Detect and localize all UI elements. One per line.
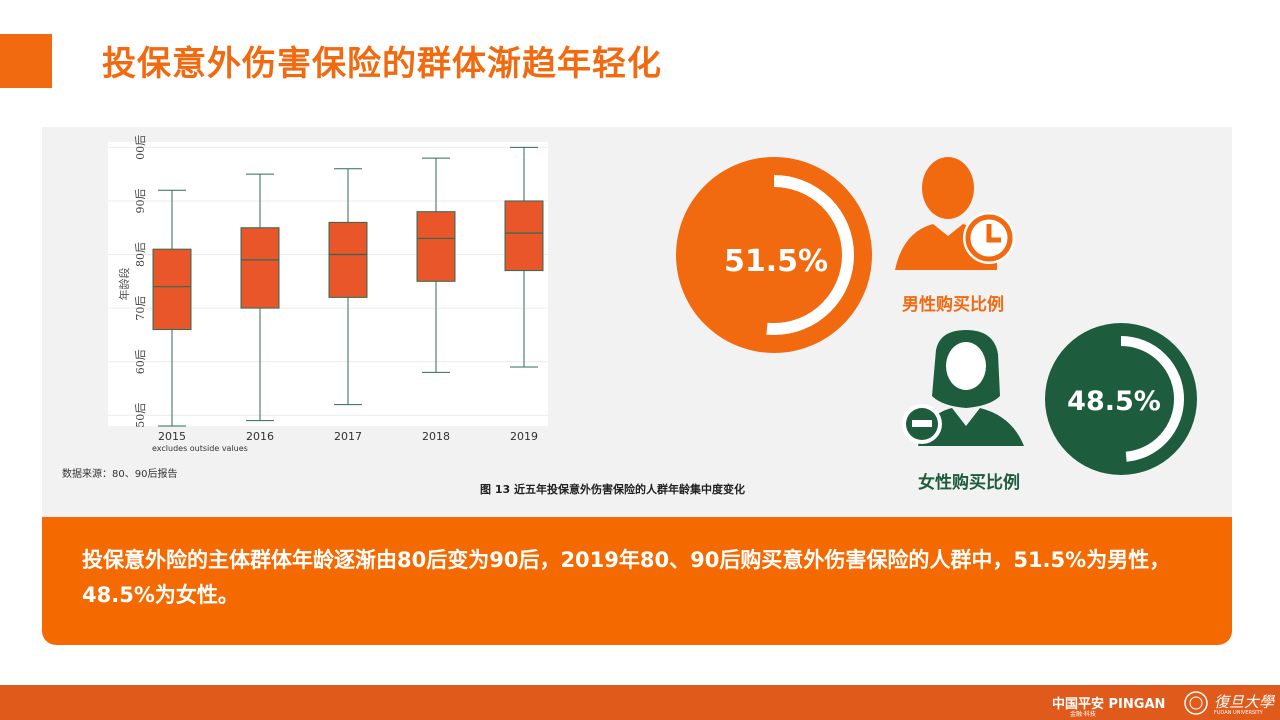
male-ratio-donut: 51.5% — [676, 157, 872, 353]
fudan-logo: 復旦大學 — [1214, 693, 1275, 711]
page-title: 投保意外伤害保险的群体渐趋年轻化 — [102, 44, 662, 84]
y-tick-label: 60后 — [134, 349, 147, 374]
y-tick-label: 90后 — [134, 188, 147, 213]
female-percent: 48.5% — [1067, 386, 1161, 417]
y-tick-label: 00后 — [134, 135, 147, 160]
y-tick-labels: 50后 60后 70后 80后 90后 00后 — [134, 135, 147, 428]
summary-text: 投保意外险的主体群体年龄逐渐由80后变为90后，2019年80、90后购买意外伤… — [82, 548, 1171, 607]
y-tick-label: 80后 — [134, 242, 147, 267]
male-percent: 51.5% — [724, 244, 828, 279]
figure-caption: 图 13 近五年投保意外伤害保险的人群年龄集中度变化 — [480, 483, 745, 496]
pingan-logo: 中国平安 PINGAN — [1052, 697, 1166, 712]
y-tick-label: 50后 — [134, 403, 147, 428]
male-person-clock-icon — [895, 157, 1015, 270]
x-tick-label: 2016 — [246, 430, 274, 443]
x-tick-label: 2019 — [510, 430, 538, 443]
summary-banner: 投保意外险的主体群体年龄逐渐由80后变为90后，2019年80、90后购买意外伤… — [42, 517, 1232, 645]
male-ratio-label: 男性购买比例 — [902, 295, 1004, 315]
iqr-box — [240, 227, 280, 309]
title-accent-block — [0, 34, 52, 88]
box-2018 — [416, 157, 456, 373]
footer-bar: 中国平安 PINGAN 金融·科技 復旦大學 FUDAN UNIVERSITY — [0, 685, 1280, 720]
gridlines — [108, 146, 548, 416]
male-ratio-arc — [694, 175, 854, 335]
female-ratio-donut: 48.5% — [1045, 323, 1197, 475]
female-ratio-arc — [1058, 336, 1184, 462]
iqr-box — [152, 248, 192, 331]
box-2015 — [152, 189, 192, 427]
y-axis-label: 年龄段 — [117, 268, 131, 301]
box-2019 — [504, 146, 544, 368]
boxes — [152, 146, 544, 427]
x-tick-label: 2018 — [422, 430, 450, 443]
iqr-box — [328, 221, 368, 298]
chart-note: excludes outside values — [152, 444, 248, 453]
x-tick-label: 2017 — [334, 430, 362, 443]
x-tick-label: 2015 — [158, 430, 186, 443]
box-2017 — [328, 168, 368, 406]
pingan-logo-subtitle: 金融·科技 — [1070, 711, 1096, 718]
y-tick-label: 70后 — [134, 296, 147, 321]
female-ratio-label: 女性购买比例 — [918, 473, 1020, 493]
x-tick-labels: 2015 2016 2017 2018 2019 — [158, 430, 538, 443]
source-note: 数据来源：80、90后报告 — [62, 469, 178, 480]
female-person-minus-icon — [902, 330, 1024, 446]
fudan-logo-subtitle: FUDAN UNIVERSITY — [1214, 710, 1263, 716]
iqr-box — [416, 211, 456, 282]
box-2016 — [240, 173, 280, 422]
iqr-box — [504, 200, 544, 272]
fudan-seal-icon — [1184, 691, 1208, 715]
